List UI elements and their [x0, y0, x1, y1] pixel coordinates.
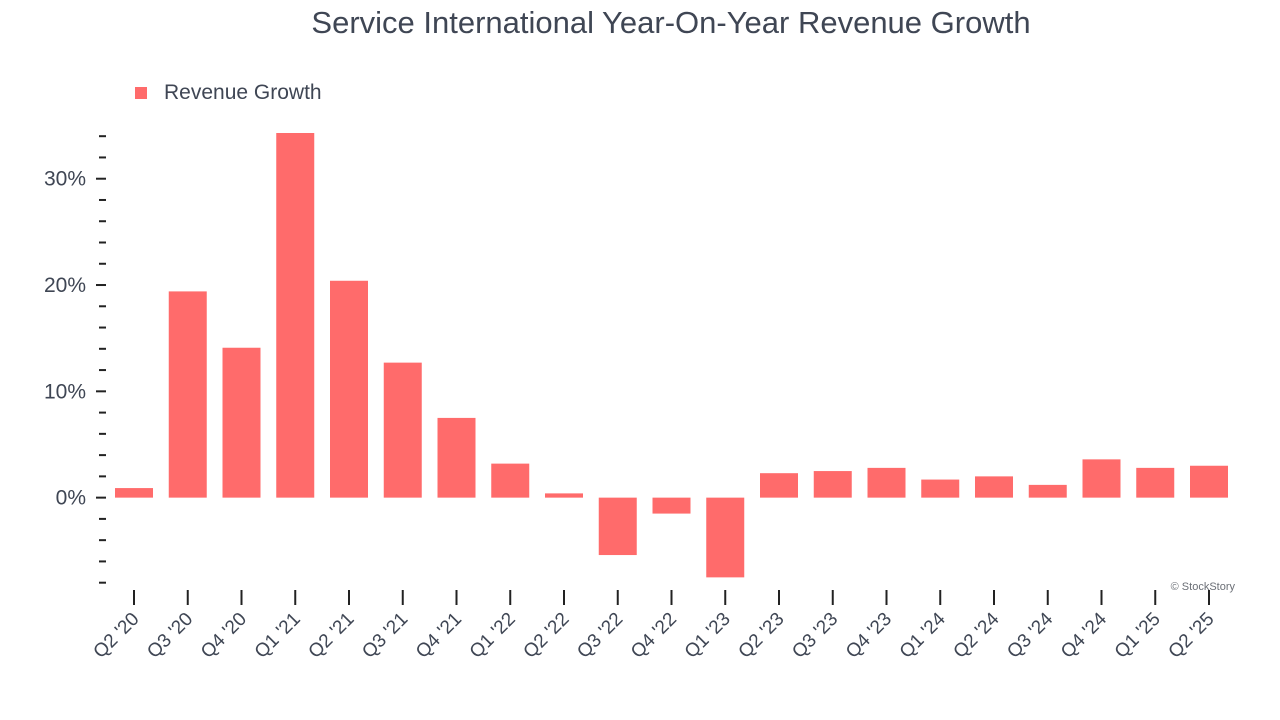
bar — [652, 497, 691, 514]
x-tick-label: Q3 '22 — [573, 609, 627, 663]
legend-label: Revenue Growth — [164, 81, 322, 104]
chart-title: Service International Year-On-Year Reven… — [311, 5, 1030, 40]
bar — [867, 467, 906, 498]
bar — [1028, 484, 1067, 498]
x-tick-label: Q3 '23 — [788, 609, 842, 663]
y-tick-label: 0% — [56, 487, 86, 510]
x-tick-label: Q1 '25 — [1111, 609, 1165, 663]
bar — [921, 479, 960, 498]
x-tick-label: Q3 '21 — [358, 609, 412, 663]
x-tick-label: Q2 '22 — [520, 609, 574, 663]
bar — [706, 497, 745, 578]
x-tick-label: Q3 '20 — [143, 609, 197, 663]
bar — [168, 291, 207, 498]
x-tick-label: Q4 '23 — [842, 609, 896, 663]
y-tick-label: 10% — [44, 380, 86, 403]
y-tick-label: 20% — [44, 274, 86, 297]
bar — [1190, 465, 1228, 498]
x-tick-label: Q1 '24 — [896, 608, 950, 662]
x-axis: Q2 '20 Q3 '20 Q4 '20 Q1 '21 Q2 '21 Q3 '21 Q4 '… — [90, 590, 1219, 663]
x-tick-label: Q2 '20 — [90, 609, 144, 663]
bar — [491, 463, 530, 498]
x-tick-label: Q4 '22 — [627, 609, 681, 663]
x-tick-label: Q1 '23 — [681, 609, 735, 663]
bar — [760, 473, 798, 498]
bar — [383, 362, 422, 498]
bar — [222, 347, 261, 498]
bar — [330, 280, 368, 498]
x-tick-label: Q2 '25 — [1165, 609, 1219, 663]
bar — [437, 417, 476, 498]
x-tick-label: Q2 '23 — [735, 609, 789, 663]
credit: © StockStory — [1171, 581, 1236, 593]
x-tick-label: Q1 '21 — [251, 609, 305, 663]
x-tick-label: Q4 '24 — [1057, 608, 1111, 662]
x-tick-label: Q4 '20 — [197, 609, 251, 663]
bar — [1082, 459, 1121, 498]
legend: Revenue Growth — [135, 81, 322, 104]
x-tick-label: Q1 '22 — [466, 609, 520, 663]
bars — [115, 133, 1228, 578]
x-tick-label: Q4 '21 — [412, 609, 466, 663]
y-axis: 0% 10% 20% 30% — [44, 135, 106, 584]
bar — [975, 476, 1013, 498]
bar — [813, 471, 852, 498]
bar — [545, 493, 583, 498]
x-tick-label: Q3 '24 — [1003, 608, 1057, 662]
x-tick-label: Q2 '24 — [950, 608, 1004, 662]
x-tick-label: Q2 '21 — [305, 609, 359, 663]
bar — [276, 133, 315, 498]
y-tick-label: 30% — [44, 168, 86, 191]
legend-swatch — [135, 87, 147, 99]
bar — [598, 497, 637, 556]
bar — [115, 488, 153, 498]
bar — [1136, 467, 1175, 498]
